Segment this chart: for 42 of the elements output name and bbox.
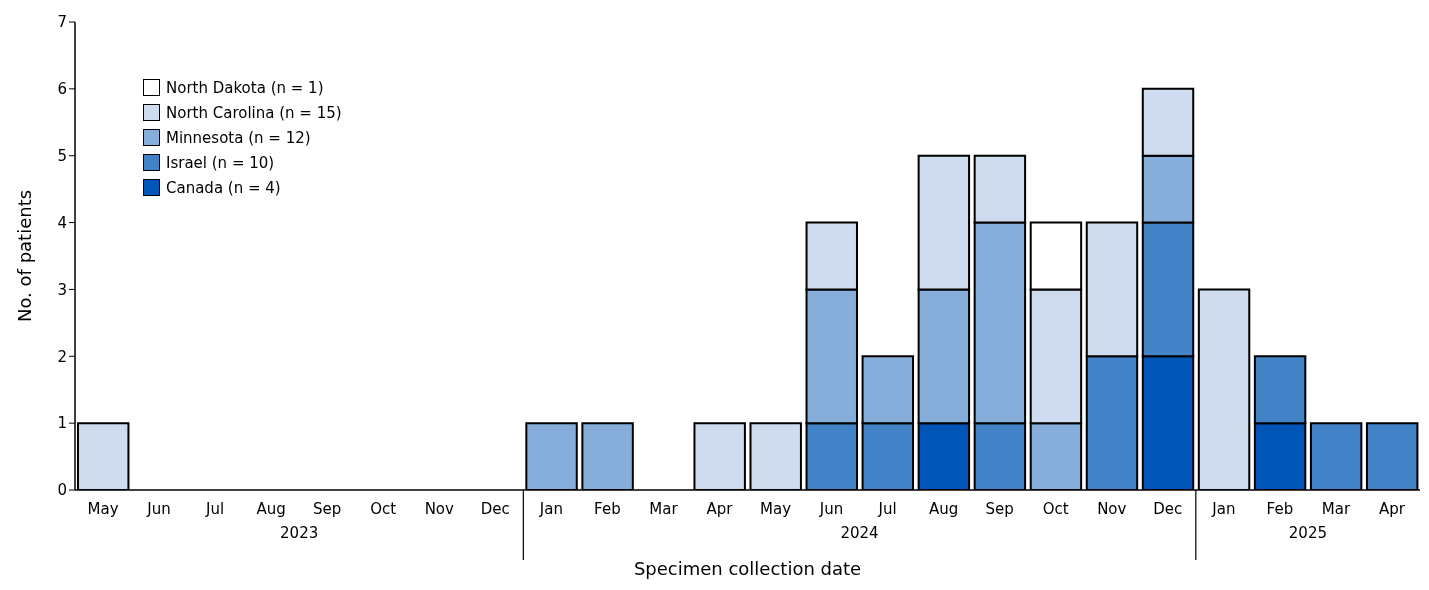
x-tick-label: Oct bbox=[1042, 500, 1069, 518]
legend-label: Canada (n = 4) bbox=[166, 178, 281, 197]
x-tick-label: Sep bbox=[313, 500, 342, 518]
x-tick-label: Apr bbox=[1379, 500, 1406, 518]
legend-label: Minnesota (n = 12) bbox=[166, 128, 311, 147]
text: 2023 bbox=[280, 524, 319, 542]
x-tick-label: Sep bbox=[985, 500, 1014, 518]
x-tick-label: May bbox=[760, 500, 792, 518]
x-tick-label: Nov bbox=[424, 500, 455, 518]
x-tick-label: Jul bbox=[205, 500, 225, 518]
text: 2025 bbox=[1288, 524, 1328, 542]
x-tick-label: May bbox=[87, 500, 119, 518]
x-tick-label: Mar bbox=[1321, 500, 1351, 518]
legend-label: North Carolina (n = 15) bbox=[166, 103, 342, 122]
x-tick-label: Feb bbox=[594, 500, 621, 518]
y-tick-label: 3 bbox=[57, 280, 67, 299]
y-tick-label: 0 bbox=[57, 481, 67, 500]
y-tick-label: 6 bbox=[57, 80, 67, 99]
x-tick-label: Mar bbox=[649, 500, 679, 518]
y-axis-title: No. of patients bbox=[13, 189, 35, 323]
x-tick-label: Dec bbox=[1153, 500, 1183, 518]
x-tick-label: Jun bbox=[818, 500, 844, 518]
x-tick-label: Jun bbox=[146, 500, 171, 518]
x-tick-label: Feb bbox=[1266, 500, 1294, 518]
x-tick-label: Oct bbox=[370, 500, 397, 518]
x-tick-label: Jan bbox=[538, 500, 563, 518]
x-axis-title: Specimen collection date bbox=[632, 558, 863, 579]
x-tick-label: Dec bbox=[480, 500, 510, 518]
x-tick-label: Apr bbox=[706, 500, 734, 518]
x-tick-label: Nov bbox=[1097, 500, 1127, 518]
x-tick-label: Jan bbox=[1211, 500, 1236, 518]
legend-label: Israel (n = 10) bbox=[166, 153, 275, 172]
legend-label: North Dakota (n = 1) bbox=[166, 78, 324, 97]
y-tick-label: 4 bbox=[57, 213, 67, 232]
x-tick-label: Aug bbox=[256, 500, 286, 518]
y-tick-label: 2 bbox=[57, 347, 67, 366]
x-tick-label: Jul bbox=[877, 500, 897, 518]
y-tick-label: 1 bbox=[57, 414, 67, 433]
y-tick-label: 5 bbox=[57, 147, 67, 166]
y-tick-label: 7 bbox=[57, 13, 67, 32]
x-tick-label: Aug bbox=[929, 500, 959, 518]
text: 2024 bbox=[840, 524, 879, 542]
